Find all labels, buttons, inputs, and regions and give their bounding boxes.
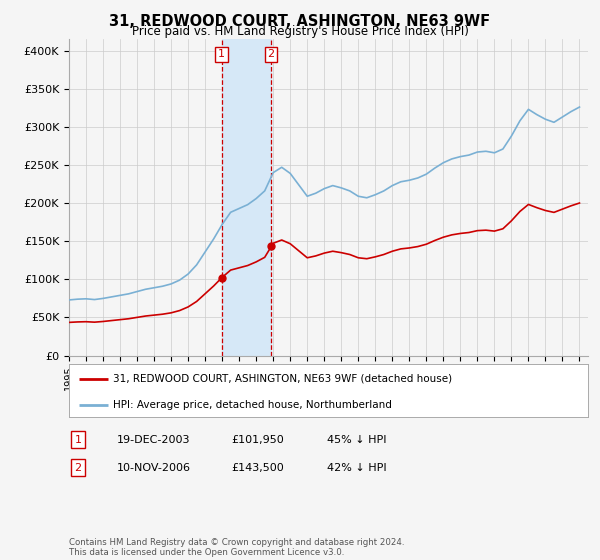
Text: 42% ↓ HPI: 42% ↓ HPI: [327, 463, 386, 473]
Text: £101,950: £101,950: [231, 435, 284, 445]
Text: £143,500: £143,500: [231, 463, 284, 473]
Text: 10-NOV-2006: 10-NOV-2006: [117, 463, 191, 473]
Text: 2: 2: [268, 49, 275, 59]
Text: 45% ↓ HPI: 45% ↓ HPI: [327, 435, 386, 445]
Text: 31, REDWOOD COURT, ASHINGTON, NE63 9WF (detached house): 31, REDWOOD COURT, ASHINGTON, NE63 9WF (…: [113, 374, 452, 384]
Bar: [221, 39, 271, 356]
Text: Price paid vs. HM Land Registry's House Price Index (HPI): Price paid vs. HM Land Registry's House …: [131, 25, 469, 38]
Text: 1: 1: [218, 49, 225, 59]
Text: HPI: Average price, detached house, Northumberland: HPI: Average price, detached house, Nort…: [113, 400, 392, 410]
Text: 19-DEC-2003: 19-DEC-2003: [117, 435, 191, 445]
Text: Contains HM Land Registry data © Crown copyright and database right 2024.
This d: Contains HM Land Registry data © Crown c…: [69, 538, 404, 557]
Text: 1: 1: [74, 435, 82, 445]
Text: 31, REDWOOD COURT, ASHINGTON, NE63 9WF: 31, REDWOOD COURT, ASHINGTON, NE63 9WF: [109, 14, 491, 29]
Text: 2: 2: [74, 463, 82, 473]
